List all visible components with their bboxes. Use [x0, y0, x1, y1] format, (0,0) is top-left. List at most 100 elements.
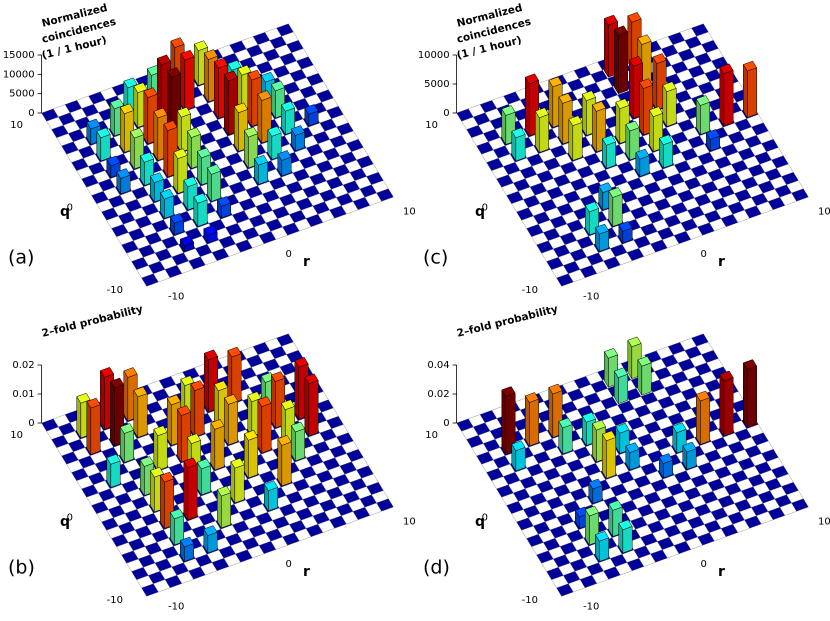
- bar-top: [501, 386, 516, 397]
- bar: [263, 480, 279, 512]
- bar: [159, 188, 175, 220]
- bar-top: [598, 182, 613, 193]
- floor-cell: [791, 498, 809, 512]
- bar: [277, 150, 292, 177]
- bar-face: [281, 441, 292, 487]
- bar-face: [535, 110, 540, 154]
- bar-top: [203, 525, 218, 536]
- z-tick-label: 0: [28, 108, 34, 119]
- bar-top: [627, 336, 642, 348]
- bar: [203, 224, 218, 244]
- bar-top: [294, 356, 309, 368]
- bar: [304, 104, 319, 127]
- bar-top: [280, 399, 296, 411]
- bar-face: [606, 437, 616, 479]
- bar-top: [267, 125, 282, 137]
- bar-top: [591, 419, 607, 431]
- bar-top: [180, 49, 195, 61]
- bar-top: [581, 411, 597, 423]
- bar-top: [166, 67, 182, 78]
- bar-face: [257, 399, 263, 454]
- bar-top: [109, 377, 125, 389]
- panel: 050001000015000-10010-10010qr(a)Normaliz…: [3, 2, 416, 303]
- q-axis-label: q: [475, 514, 485, 530]
- bar: [662, 81, 677, 128]
- bar-face: [190, 383, 196, 438]
- bar-top: [247, 391, 262, 403]
- bar-face: [167, 397, 172, 447]
- bar-top: [524, 392, 540, 403]
- r-axis-label: r: [718, 254, 725, 270]
- bar-face: [187, 464, 198, 521]
- bar-face: [164, 195, 174, 219]
- bar-top: [584, 505, 600, 517]
- bar-face: [110, 380, 115, 447]
- bar-face: [582, 93, 587, 137]
- bar-face: [124, 429, 134, 463]
- bar-top: [169, 213, 185, 224]
- bar-face: [133, 389, 139, 439]
- r-tick-label: -10: [583, 292, 599, 303]
- bar: [719, 370, 734, 437]
- bar-top: [119, 103, 135, 115]
- bar-top: [233, 102, 249, 114]
- bar-top: [230, 457, 245, 469]
- panel-label: (a): [8, 247, 34, 269]
- bar-top: [216, 485, 232, 497]
- bar-top: [163, 120, 178, 131]
- panel-label: (d): [423, 557, 450, 579]
- bar-top: [524, 73, 540, 85]
- bar-top: [290, 125, 306, 136]
- bar-face: [173, 151, 179, 195]
- bar-top: [637, 355, 652, 367]
- bar-top: [86, 118, 101, 130]
- bar: [179, 235, 195, 253]
- bar: [180, 49, 195, 112]
- bar-face: [539, 113, 549, 153]
- bar-top: [584, 201, 600, 213]
- bar-top: [76, 392, 91, 404]
- bar-top: [534, 107, 550, 119]
- r-tick-label: 0: [286, 249, 292, 260]
- bar-top: [695, 390, 711, 402]
- bar-top: [210, 419, 225, 430]
- bar-face: [224, 73, 229, 136]
- bar-top: [247, 69, 262, 81]
- bar-face: [622, 526, 633, 554]
- bar: [119, 103, 135, 154]
- bar-top: [270, 371, 286, 382]
- bar-top: [96, 127, 111, 139]
- bar: [129, 127, 145, 170]
- bar-face: [184, 56, 195, 111]
- bar-top: [179, 536, 195, 548]
- r-tick-label: 10: [818, 207, 830, 218]
- bar-top: [123, 367, 138, 378]
- bar: [648, 106, 664, 153]
- floor-cell: [376, 188, 394, 202]
- bar-face: [244, 432, 249, 479]
- bar-face: [606, 141, 616, 169]
- bar-face: [501, 389, 507, 456]
- bar: [290, 421, 306, 462]
- panel-label: (b): [8, 557, 35, 579]
- bar-face: [548, 386, 554, 439]
- bar-top: [601, 430, 617, 442]
- q-tick-label: 0: [482, 512, 488, 523]
- bar-face: [743, 63, 748, 119]
- bar: [133, 386, 148, 439]
- bar-top: [253, 154, 269, 166]
- bar: [601, 430, 617, 480]
- bar: [290, 125, 306, 152]
- bar-face: [294, 359, 300, 421]
- bar-face: [214, 60, 219, 120]
- bar-face: [268, 486, 278, 512]
- bar-top: [227, 59, 242, 71]
- bar-top: [153, 107, 168, 119]
- bar-top: [190, 380, 205, 391]
- bar-top: [672, 422, 687, 434]
- bar-top: [719, 370, 734, 382]
- bar: [210, 419, 225, 471]
- bar-top: [133, 386, 148, 398]
- bar-face: [662, 84, 668, 128]
